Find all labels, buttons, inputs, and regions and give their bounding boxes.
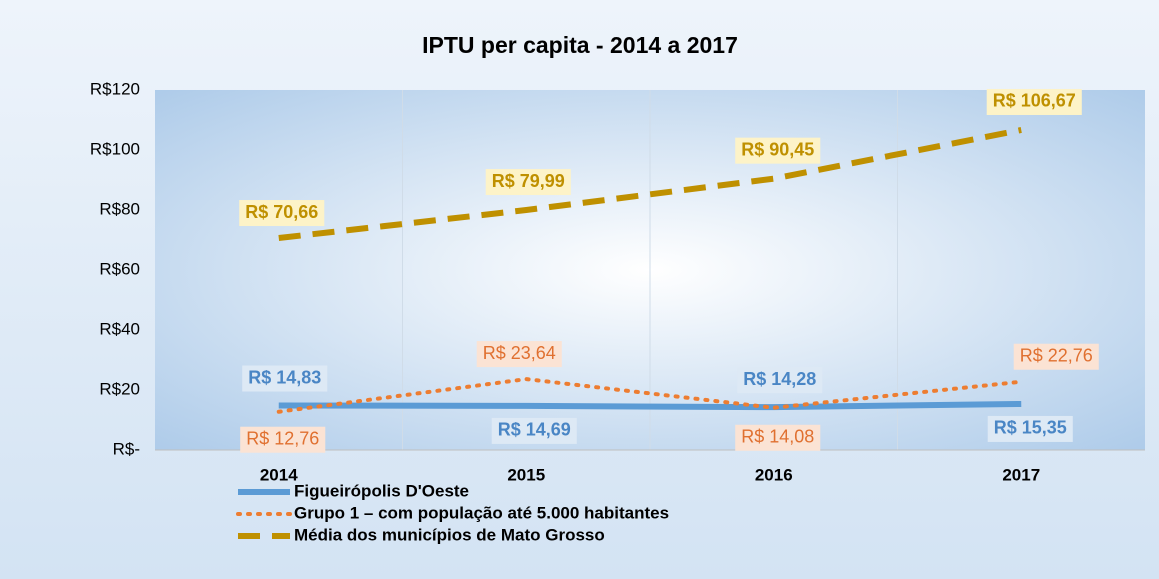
data-label: R$ 12,76 — [246, 428, 319, 448]
y-tick-label: R$40 — [99, 319, 140, 338]
x-tick-label: 2016 — [755, 465, 793, 484]
y-tick-label: R$- — [113, 439, 140, 458]
data-label: R$ 23,64 — [483, 343, 556, 363]
x-tick-label: 2014 — [260, 465, 298, 484]
y-tick-label: R$120 — [90, 79, 140, 98]
series-line — [278, 400, 1022, 411]
data-label: R$ 14,83 — [248, 367, 321, 387]
data-label-box — [491, 417, 577, 444]
series-line — [278, 127, 1022, 242]
data-label-box — [735, 424, 821, 451]
chart-title: IPTU per capita - 2014 a 2017 — [422, 32, 738, 58]
data-label: R$ 90,45 — [741, 139, 814, 159]
data-label-box — [476, 341, 562, 368]
data-label-box — [242, 365, 328, 392]
category-separators — [402, 90, 898, 450]
data-label-box — [987, 415, 1073, 442]
y-tick-label: R$60 — [99, 259, 140, 278]
data-label-box — [735, 137, 821, 164]
legend-label: Grupo 1 – com população até 5.000 habita… — [294, 503, 669, 522]
data-label-box — [1013, 343, 1099, 370]
data-label: R$ 14,08 — [741, 427, 814, 447]
data-label: R$ 14,28 — [743, 369, 816, 389]
data-label: R$ 15,35 — [994, 418, 1067, 438]
data-label-box — [239, 200, 325, 227]
data-label: R$ 22,76 — [1020, 345, 1093, 365]
data-label: R$ 14,69 — [498, 420, 571, 440]
series-line — [276, 377, 1024, 414]
x-tick-label: 2017 — [1002, 465, 1040, 484]
y-tick-label: R$100 — [90, 139, 140, 158]
data-label: R$ 79,99 — [492, 171, 565, 191]
y-tick-label: R$20 — [99, 379, 140, 398]
data-label-box — [485, 169, 571, 196]
legend-label: Figueirópolis D'Oeste — [294, 481, 469, 500]
x-tick-label: 2015 — [507, 465, 545, 484]
data-label: R$ 70,66 — [245, 202, 318, 222]
data-label: R$ 106,67 — [993, 91, 1076, 111]
legend-label: Média dos municípios de Mato Grosso — [294, 525, 605, 544]
data-label-box — [986, 88, 1082, 115]
data-label-box — [240, 426, 326, 453]
data-label-box — [737, 367, 823, 394]
y-tick-label: R$80 — [99, 199, 140, 218]
